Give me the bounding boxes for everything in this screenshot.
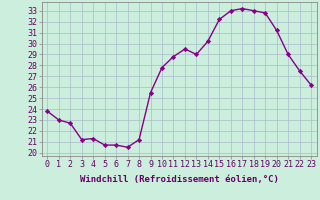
X-axis label: Windchill (Refroidissement éolien,°C): Windchill (Refroidissement éolien,°C) [80, 175, 279, 184]
